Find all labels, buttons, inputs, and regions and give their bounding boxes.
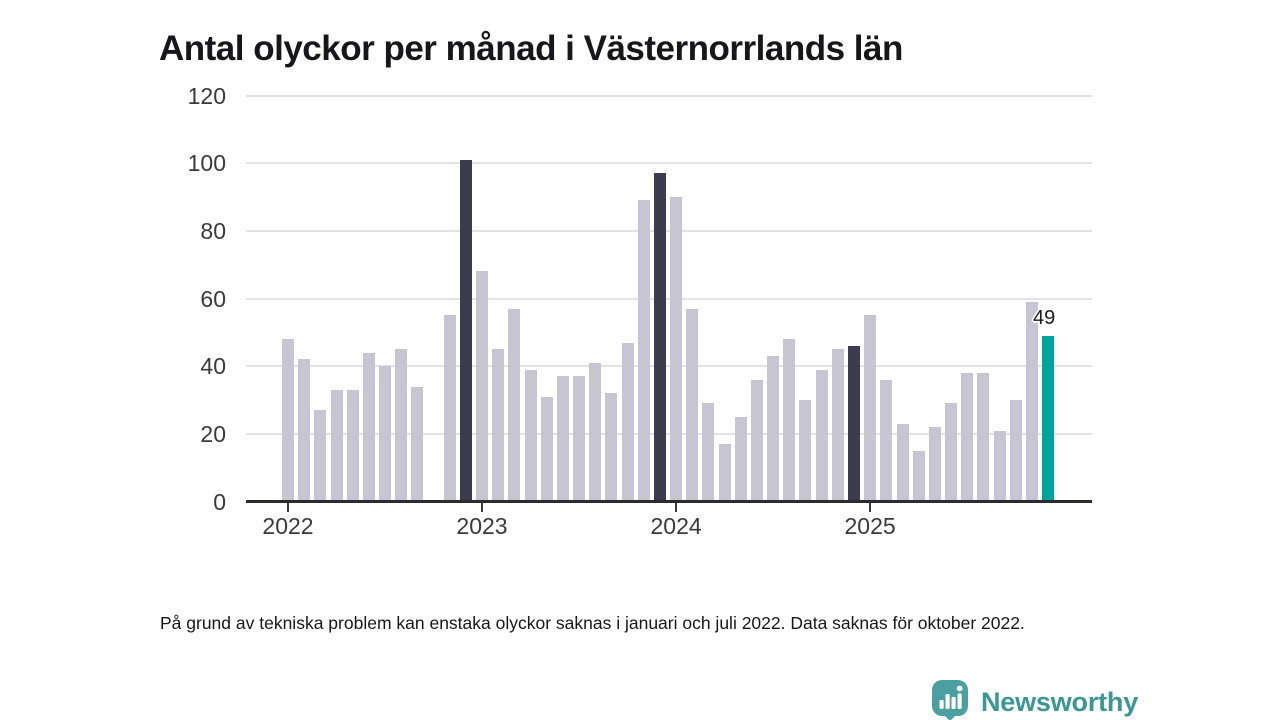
y-axis-label: 100 bbox=[187, 150, 226, 177]
bar bbox=[379, 366, 391, 502]
bar bbox=[524, 369, 537, 502]
y-axis-label: 60 bbox=[200, 285, 226, 312]
bar bbox=[702, 403, 715, 502]
bar bbox=[945, 403, 957, 502]
bar bbox=[1025, 301, 1038, 502]
bar bbox=[540, 396, 553, 502]
bar bbox=[573, 376, 586, 502]
bar bbox=[718, 444, 731, 502]
bar bbox=[961, 372, 974, 502]
bar bbox=[605, 393, 618, 502]
bar bbox=[670, 197, 683, 502]
bar bbox=[492, 349, 505, 502]
y-axis-label: 20 bbox=[200, 420, 226, 447]
bar bbox=[1009, 400, 1022, 502]
bar bbox=[734, 416, 747, 502]
bar bbox=[556, 376, 569, 502]
bar bbox=[880, 379, 893, 502]
x-axis-label: 2023 bbox=[456, 513, 508, 539]
bar bbox=[896, 423, 909, 502]
bar bbox=[459, 159, 472, 502]
y-gridline bbox=[246, 162, 1092, 165]
bar bbox=[831, 349, 844, 502]
newsworthy-speech-bubble-bar-chart-icon bbox=[929, 678, 971, 720]
bar bbox=[298, 359, 311, 502]
bar bbox=[1042, 335, 1054, 502]
bar bbox=[848, 345, 860, 502]
bar bbox=[362, 352, 375, 502]
latest-bar-value-label: 49 bbox=[1033, 306, 1056, 329]
x-axis-label: 2025 bbox=[844, 513, 896, 539]
newsworthy-logo: Newsworthy bbox=[929, 678, 1138, 720]
y-gridline bbox=[246, 94, 1092, 97]
bar bbox=[476, 271, 488, 502]
x-axis-tick bbox=[675, 503, 678, 512]
bar bbox=[815, 369, 828, 502]
bar bbox=[346, 389, 359, 502]
footnote: På grund av tekniska problem kan enstaka… bbox=[160, 612, 1025, 633]
bar bbox=[411, 386, 424, 502]
y-gridline bbox=[246, 365, 1092, 368]
bar bbox=[799, 400, 812, 502]
page-title: Antal olyckor per månad i Västernorrland… bbox=[159, 29, 903, 69]
bar bbox=[395, 349, 408, 502]
bar bbox=[330, 389, 343, 502]
bar bbox=[977, 372, 990, 502]
x-axis-line bbox=[246, 500, 1092, 503]
bar bbox=[314, 410, 327, 502]
bar bbox=[783, 339, 796, 502]
y-gridline bbox=[246, 229, 1092, 232]
bar bbox=[589, 362, 602, 502]
x-axis-label: 2024 bbox=[650, 513, 702, 539]
bar bbox=[443, 315, 456, 502]
x-axis-tick bbox=[287, 503, 289, 512]
bar bbox=[767, 356, 780, 502]
bar bbox=[993, 430, 1006, 502]
bar bbox=[621, 342, 634, 502]
bar bbox=[637, 200, 650, 502]
x-axis-label: 2022 bbox=[262, 513, 314, 539]
y-gridline bbox=[246, 432, 1092, 435]
bar bbox=[912, 450, 925, 502]
bar bbox=[864, 315, 877, 502]
bar bbox=[750, 379, 763, 502]
bar bbox=[508, 308, 521, 502]
newsworthy-logo-text: Newsworthy bbox=[981, 686, 1139, 717]
x-axis-tick bbox=[481, 503, 483, 512]
y-axis-label: 120 bbox=[187, 82, 226, 109]
y-axis-label: 40 bbox=[200, 353, 226, 380]
bar bbox=[653, 173, 666, 502]
y-axis-label: 80 bbox=[200, 217, 226, 244]
bar bbox=[928, 427, 941, 502]
bar bbox=[282, 339, 294, 502]
x-axis-tick bbox=[869, 503, 872, 512]
bar bbox=[686, 308, 699, 502]
y-axis-label: 0 bbox=[213, 488, 226, 515]
y-gridline bbox=[246, 297, 1092, 300]
